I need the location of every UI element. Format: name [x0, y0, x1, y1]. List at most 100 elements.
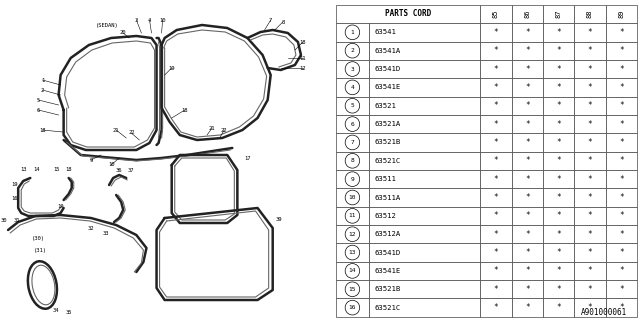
Text: *: *	[588, 211, 592, 220]
Text: *: *	[525, 193, 529, 202]
Text: *: *	[493, 175, 499, 184]
Text: *: *	[556, 230, 561, 239]
Text: *: *	[588, 285, 592, 294]
Text: *: *	[493, 65, 499, 74]
Text: 10: 10	[108, 163, 115, 167]
Bar	[336, 5, 481, 23]
Text: 34: 34	[52, 308, 59, 313]
Text: *: *	[619, 83, 623, 92]
Text: 11: 11	[300, 55, 307, 60]
Text: 63541D: 63541D	[374, 66, 401, 72]
Text: *: *	[619, 101, 623, 110]
Bar	[574, 97, 605, 115]
Text: 39: 39	[276, 217, 282, 222]
Text: 63541E: 63541E	[374, 84, 401, 90]
Bar	[511, 60, 543, 78]
Bar	[511, 23, 543, 42]
Bar	[574, 5, 605, 23]
Bar	[605, 133, 637, 152]
Bar	[369, 78, 481, 97]
Bar	[511, 42, 543, 60]
Text: *: *	[556, 267, 561, 276]
Bar	[481, 244, 511, 262]
Text: *: *	[619, 65, 623, 74]
Text: 10: 10	[349, 195, 356, 200]
Text: *: *	[588, 193, 592, 202]
Text: 5: 5	[351, 103, 355, 108]
Bar	[336, 78, 369, 97]
Text: 21: 21	[113, 127, 120, 132]
Text: *: *	[588, 83, 592, 92]
Bar	[543, 280, 574, 299]
Bar	[543, 115, 574, 133]
Bar	[369, 23, 481, 42]
Bar	[574, 170, 605, 188]
Text: *: *	[588, 101, 592, 110]
Bar	[336, 262, 369, 280]
Circle shape	[345, 99, 360, 113]
Text: *: *	[619, 267, 623, 276]
Bar	[605, 78, 637, 97]
Bar	[543, 78, 574, 97]
Text: 63541D: 63541D	[374, 250, 401, 256]
Text: *: *	[556, 28, 561, 37]
Bar	[605, 42, 637, 60]
Text: *: *	[525, 28, 529, 37]
Text: 30: 30	[1, 218, 7, 223]
Text: *: *	[619, 193, 623, 202]
Bar	[369, 42, 481, 60]
Text: 14: 14	[349, 268, 356, 273]
Text: *: *	[619, 156, 623, 165]
Bar	[369, 170, 481, 188]
Bar	[511, 115, 543, 133]
Text: *: *	[525, 230, 529, 239]
Text: 16: 16	[349, 305, 356, 310]
Text: 63511A: 63511A	[374, 195, 401, 201]
Text: *: *	[556, 285, 561, 294]
Text: *: *	[619, 120, 623, 129]
Text: 4: 4	[351, 85, 355, 90]
Text: 63521B: 63521B	[374, 286, 401, 292]
Bar	[605, 225, 637, 244]
Text: *: *	[588, 28, 592, 37]
Text: 33: 33	[103, 231, 109, 236]
Circle shape	[345, 62, 360, 76]
Bar	[336, 225, 369, 244]
Circle shape	[345, 135, 360, 150]
Bar	[336, 133, 369, 152]
Bar	[605, 280, 637, 299]
Text: *: *	[493, 46, 499, 55]
Text: 7: 7	[269, 18, 272, 22]
Circle shape	[345, 209, 360, 223]
Bar	[511, 262, 543, 280]
Text: *: *	[588, 248, 592, 257]
Bar	[336, 188, 369, 207]
Text: 1: 1	[41, 77, 44, 83]
Text: *: *	[588, 138, 592, 147]
Text: *: *	[525, 65, 529, 74]
Text: 7: 7	[351, 140, 355, 145]
Bar	[369, 115, 481, 133]
Bar	[336, 170, 369, 188]
Text: 16: 16	[11, 196, 17, 201]
Bar	[511, 299, 543, 317]
Text: 3: 3	[135, 18, 138, 22]
Text: 9: 9	[89, 157, 93, 163]
Text: 63521C: 63521C	[374, 158, 401, 164]
Text: *: *	[525, 156, 529, 165]
Text: *: *	[619, 211, 623, 220]
Text: *: *	[556, 193, 561, 202]
Text: 36: 36	[116, 168, 122, 173]
Bar	[511, 5, 543, 23]
Bar	[481, 42, 511, 60]
Text: *: *	[493, 28, 499, 37]
Bar	[511, 152, 543, 170]
Text: 63511: 63511	[374, 176, 396, 182]
Text: *: *	[525, 46, 529, 55]
Circle shape	[345, 80, 360, 95]
Text: *: *	[525, 120, 529, 129]
Text: *: *	[619, 46, 623, 55]
Text: 63541: 63541	[374, 29, 396, 35]
Bar	[605, 244, 637, 262]
Text: 18: 18	[182, 108, 188, 113]
